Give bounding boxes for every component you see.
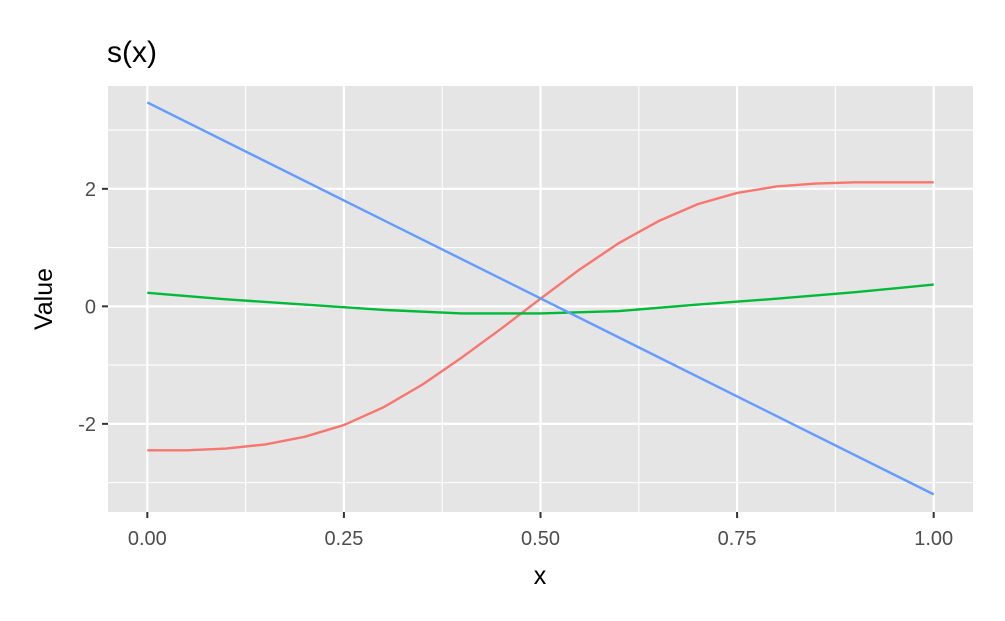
series-line-3	[146, 101, 935, 496]
x-tick-label: 0.25	[324, 528, 363, 550]
x-tick-label: 0.00	[128, 528, 167, 550]
x-axis-title: x	[534, 562, 547, 590]
chart-title: s(x)	[107, 36, 157, 69]
x-tick-label: 0.50	[521, 528, 560, 550]
y-tick-label: 0	[85, 296, 96, 318]
y-axis: -2 0 2	[78, 179, 108, 436]
y-tick-label: -2	[78, 414, 96, 436]
y-tick-label: 2	[85, 179, 96, 201]
x-tick-label: 0.75	[718, 528, 757, 550]
y-axis-title: Value	[30, 268, 58, 330]
series-layer	[146, 101, 935, 496]
series-line-2	[147, 283, 934, 315]
x-axis: 0.00 0.25 0.50 0.75 1.00	[128, 512, 953, 550]
x-tick-label: 1.00	[914, 528, 953, 550]
